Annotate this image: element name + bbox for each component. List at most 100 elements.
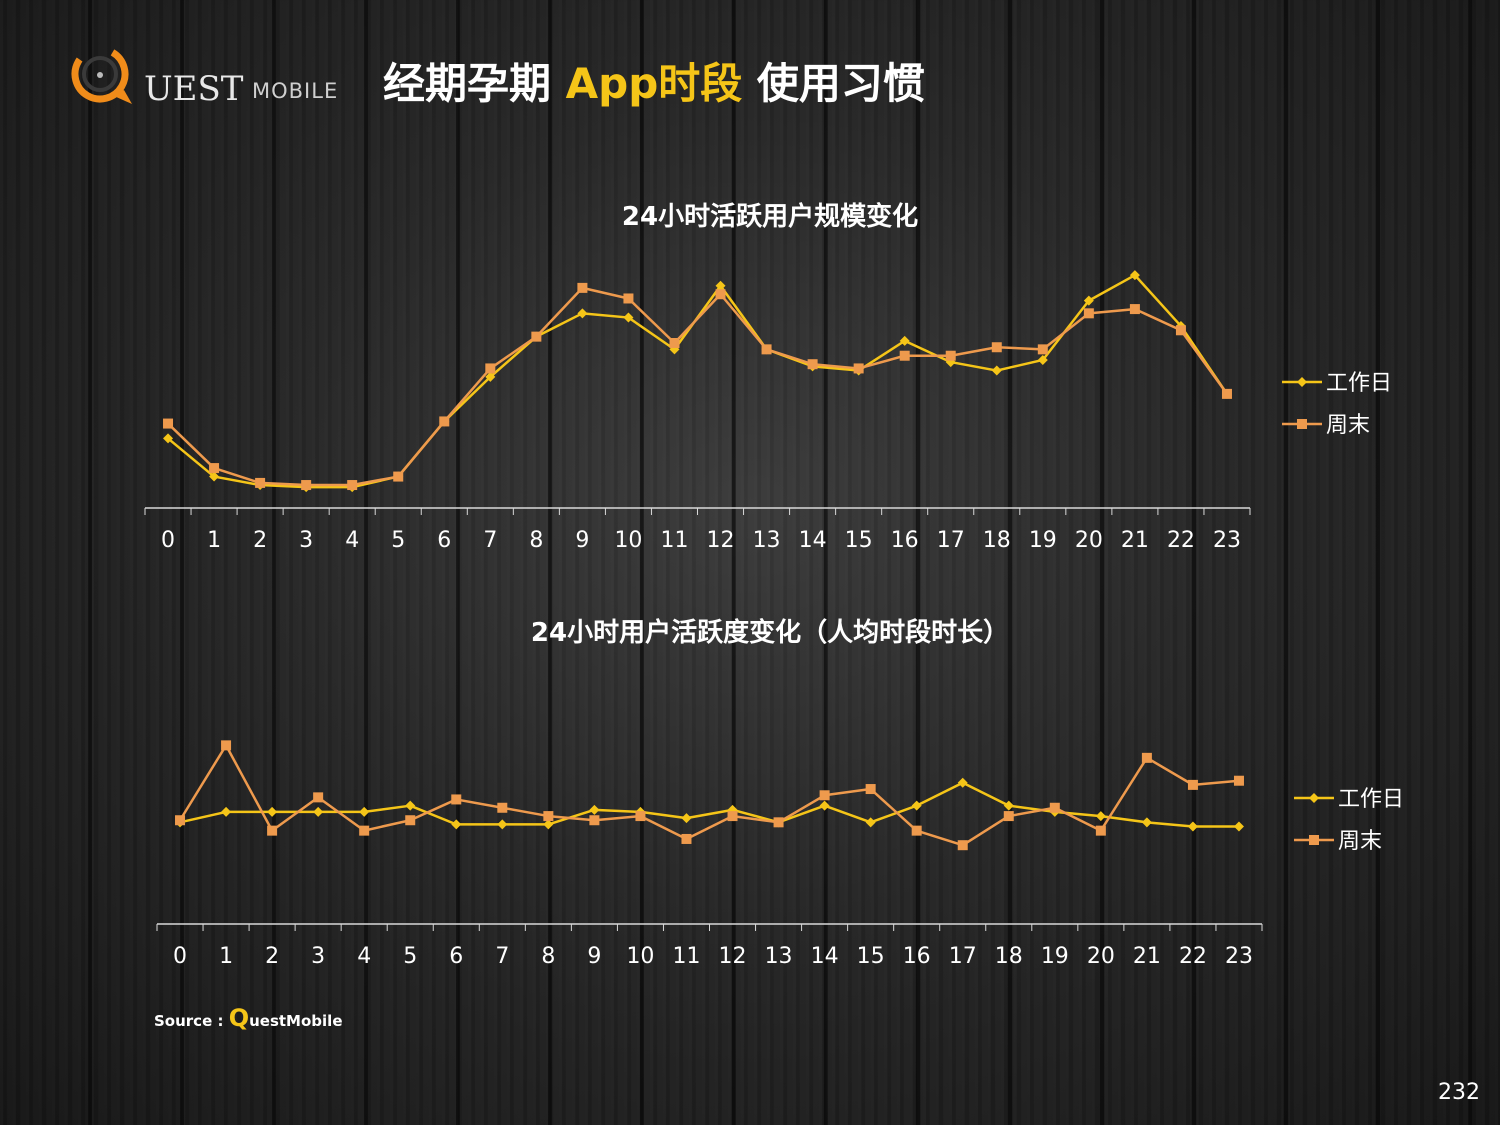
data-point [1221,388,1232,399]
x-tick-label: 1 [207,528,221,553]
data-point [313,806,324,817]
data-point [635,811,646,822]
data-point [209,471,220,482]
data-point [865,817,876,828]
data-point [773,817,784,828]
data-point [681,813,692,824]
x-tick-label: 14 [811,944,839,969]
x-tick-label: 7 [483,528,497,553]
series-workday [163,270,1232,493]
logo-subtext: MOBILE [252,79,338,103]
x-tick-label: 12 [707,528,735,553]
x-tick-label: 19 [1029,528,1057,553]
data-point [439,416,450,427]
x-tick-label: 7 [495,944,509,969]
x-tick-label: 15 [845,528,873,553]
data-point [865,784,876,795]
data-point [543,811,554,822]
data-point [1187,821,1198,832]
data-point [623,293,634,304]
legend-item-weekend: 周末 [1282,413,1370,438]
data-point [957,840,968,851]
data-point [991,365,1002,376]
data-point [589,815,600,826]
data-point [1129,304,1140,315]
data-point [393,471,404,482]
page-title-part2: 使用习惯 [742,59,925,108]
data-point [577,308,588,319]
page-title: 经期孕期 App时段 使用习惯 [383,50,925,111]
data-point [669,338,680,348]
data-point [405,815,416,826]
x-tick-label: 12 [719,944,747,969]
data-point [991,342,1002,353]
legend-item-weekend: 周末 [1294,829,1382,854]
chart-active-users: 0 1 2 3 4 5 6 7 8 9 10 11 12 13 14 15 16 17 18 19 20 21 22 23工作… [144,270,1392,553]
series-weekend [163,282,1232,491]
legend-marker [1309,835,1319,845]
data-point [175,815,186,826]
logo-text: UEST [144,69,244,109]
data-point [911,800,922,811]
data-point [1003,811,1014,822]
data-point [1095,825,1106,836]
data-point [1233,821,1244,832]
data-point [853,363,864,374]
x-tick-label: 9 [587,944,601,969]
data-point [485,371,496,382]
data-point [727,811,738,822]
data-point [681,833,692,844]
data-point [359,825,370,836]
data-point [807,359,818,370]
x-tick-label: 22 [1179,944,1207,969]
x-tick-label: 3 [299,528,313,553]
x-tick-label: 17 [937,528,965,553]
data-point [497,802,508,813]
data-point [1049,802,1060,813]
x-tick-label: 10 [614,528,642,553]
legend-item-workday: 工作日 [1294,787,1404,812]
x-tick-label: 11 [672,944,700,969]
data-point [163,418,174,429]
chart-title-activity-duration: 24小时用户活跃度变化（人均时段时长） [530,618,1010,648]
x-tick-label: 20 [1075,528,1103,553]
page-title-highlight: App时段 [565,59,743,108]
x-tick-label: 22 [1167,528,1195,553]
x-tick-label: 21 [1133,944,1161,969]
x-tick-label: 9 [575,528,589,553]
x-tick-label: 23 [1225,944,1253,969]
x-tick-label: 6 [437,528,451,553]
series-line [167,286,1228,487]
data-point [221,740,232,751]
data-point [1037,354,1048,365]
legend-marker [1309,793,1319,803]
logo-ring-icon [71,45,132,104]
data-point [301,480,312,491]
x-tick-label: 18 [983,528,1011,553]
data-point [577,282,588,293]
page-title-part1: 经期孕期 [383,59,566,108]
data-point [1095,811,1106,822]
data-point [1083,295,1094,306]
source-note: Source : QuestMobile [154,1004,343,1032]
legend-label: 周末 [1326,413,1370,438]
x-tick-label: 14 [799,528,827,553]
data-point [623,312,634,323]
x-tick-label: 0 [173,944,187,969]
chart-title-active-users: 24小时活跃用户规模变化 [621,202,919,232]
x-tick-label: 4 [357,944,371,969]
data-point [497,819,508,830]
data-point [451,819,462,830]
data-point [1141,817,1152,828]
x-tick-label: 1 [219,944,233,969]
source-brand-rest: uestMobile [249,1012,343,1030]
legend-label: 工作日 [1338,787,1404,812]
x-tick-label: 19 [1041,944,1069,969]
x-tick-label: 16 [891,528,919,553]
data-point [945,350,956,361]
data-point [1003,800,1014,811]
data-point [255,477,266,488]
data-point [1129,270,1140,281]
data-point [819,790,830,801]
data-point [313,792,324,803]
